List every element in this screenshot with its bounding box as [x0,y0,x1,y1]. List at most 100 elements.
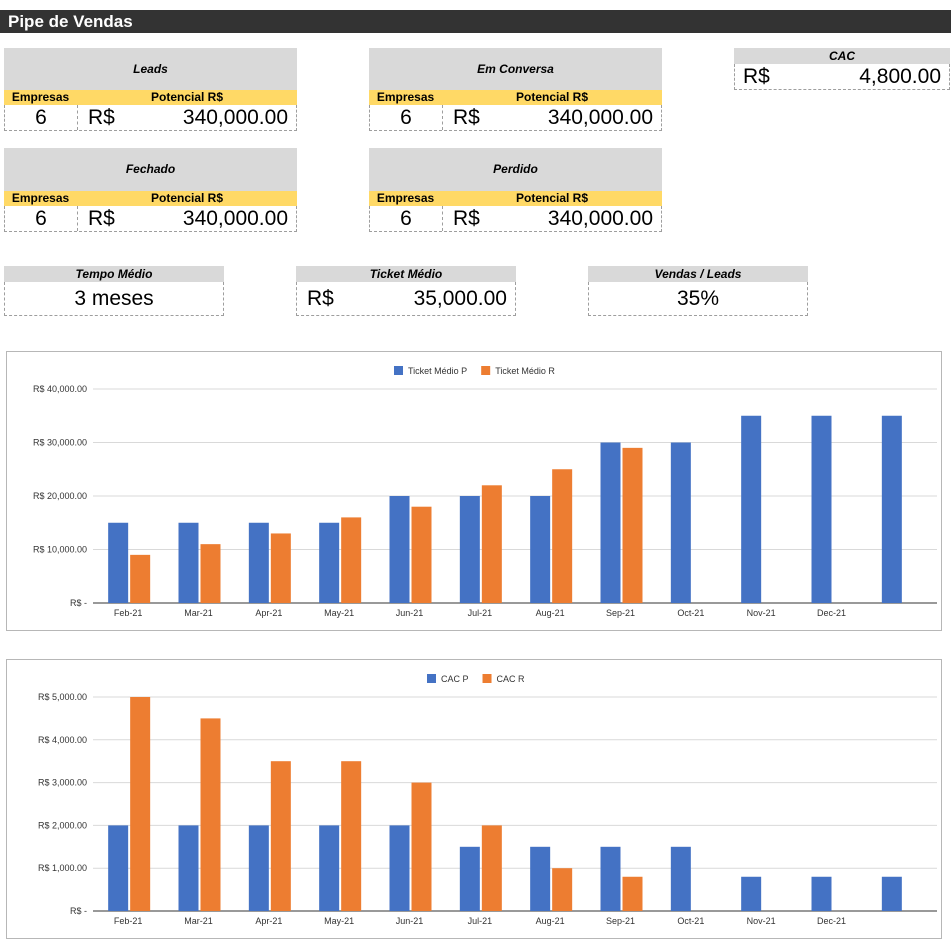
ticket-medio-title: Ticket Médio [296,266,516,282]
card-title: Fechado [4,148,297,191]
page-title: Pipe de Vendas [0,10,951,33]
ticket-medio-amount[interactable]: 35,000.00 [413,287,507,310]
currency-label: R$ [453,106,480,129]
x-tick-label: Nov-21 [747,608,776,618]
ticket-medio-card: Ticket Médio R$ 35,000.00 [296,266,516,316]
potencial-header: Potencial R$ [150,90,224,104]
empresas-header: Empresas [11,191,70,205]
y-tick-label: R$ 1,000.00 [38,863,87,873]
cac-chart-svg: R$ - R$ 1,000.00 R$ 2,000.00 R$ 3,000.00 R$ … [38,674,937,926]
potencial-amount[interactable]: 340,000.00 [182,207,288,230]
cac-title: CAC [734,48,950,64]
x-tick-label: Oct-21 [677,608,704,618]
empresas-header: Empresas [11,90,70,104]
bar-r [481,825,502,911]
bar-r [341,761,362,911]
bar-p [741,876,762,911]
bar-p [881,415,902,603]
vendas-leads-card: Vendas / Leads 35% [588,266,808,316]
x-tick-label: Jul-21 [468,916,493,926]
y-tick-label: R$ 3,000.00 [38,778,87,788]
cac-amount[interactable]: 4,800.00 [859,65,941,88]
fechado-card: Fechado Empresas Potencial R$ 6 R$ 340,0… [4,148,297,232]
em-conversa-card: Em Conversa Empresas Potencial R$ 6 R$ 3… [369,48,662,131]
legend-label: Ticket Médio P [408,366,467,376]
bar-p [530,496,551,603]
potencial-header: Potencial R$ [515,191,589,205]
bar-r [270,533,291,603]
y-tick-label: R$ - [70,906,87,916]
ticket-medio-chart[interactable]: R$ - R$ 10,000.00 R$ 20,000.00 R$ 30,000.00… [6,351,942,631]
bar-r [552,868,573,911]
x-tick-label: Nov-21 [747,916,776,926]
bar-p [389,496,410,603]
y-tick-label: R$ 2,000.00 [38,820,87,830]
x-tick-label: Jun-21 [396,608,424,618]
cac-chart[interactable]: R$ - R$ 1,000.00 R$ 2,000.00 R$ 3,000.00 R$ … [6,659,942,939]
bar-r [130,697,151,911]
bar-p [459,846,480,911]
bar-p [811,415,832,603]
bar-r [552,469,573,603]
x-tick-label: Feb-21 [114,916,143,926]
potencial-header: Potencial R$ [515,90,589,104]
legend-swatch [482,674,492,683]
bar-p [670,442,691,603]
empresas-count[interactable]: 6 [5,105,78,130]
y-tick-label: R$ 20,000.00 [33,491,87,501]
legend-label: CAC R [497,674,526,684]
bar-r [200,544,221,603]
x-tick-label: Mar-21 [184,608,213,618]
empresas-count[interactable]: 6 [370,206,443,231]
legend-swatch [427,674,436,683]
leads-card: Leads Empresas Potencial R$ 6 R$ 340,000… [4,48,297,131]
bar-p [881,876,902,911]
currency-label: R$ [88,207,115,230]
potencial-amount[interactable]: 340,000.00 [547,207,653,230]
ticket-medio-chart-svg: R$ - R$ 10,000.00 R$ 20,000.00 R$ 30,000.00… [33,366,937,618]
card-title: Perdido [369,148,662,191]
bar-p [248,522,269,603]
bar-p [389,825,410,911]
tempo-medio-value[interactable]: 3 meses [4,282,224,316]
x-tick-label: Jun-21 [396,916,424,926]
x-tick-label: Oct-21 [677,916,704,926]
bar-r [411,782,432,911]
x-tick-label: Sep-21 [606,608,635,618]
bar-r [270,761,291,911]
bar-p [459,496,480,603]
vendas-leads-title: Vendas / Leads [588,266,808,282]
x-tick-label: May-21 [324,608,354,618]
cac-card: CAC R$ 4,800.00 [734,48,950,90]
legend-swatch [481,366,491,375]
potencial-amount[interactable]: 340,000.00 [182,106,288,129]
currency-label: R$ [88,106,115,129]
empresas-header: Empresas [376,90,435,104]
legend-swatch [394,366,403,375]
x-tick-label: Aug-21 [536,916,565,926]
bar-r [130,554,151,603]
y-tick-label: R$ 10,000.00 [33,545,87,555]
x-tick-label: Mar-21 [184,916,213,926]
x-tick-label: Sep-21 [606,916,635,926]
y-tick-label: R$ 4,000.00 [38,735,87,745]
empresas-header: Empresas [376,191,435,205]
currency-label: R$ [453,207,480,230]
empresas-count[interactable]: 6 [5,206,78,231]
vendas-leads-value[interactable]: 35% [588,282,808,316]
bar-r [622,447,643,603]
x-tick-label: May-21 [324,916,354,926]
card-title: Em Conversa [369,48,662,90]
empresas-count[interactable]: 6 [370,105,443,130]
bar-p [319,522,340,603]
bar-p [178,825,199,911]
currency-label: R$ [307,287,334,310]
y-tick-label: R$ 40,000.00 [33,384,87,394]
bar-p [741,415,762,603]
potencial-amount[interactable]: 340,000.00 [547,106,653,129]
legend-label: CAC P [441,674,469,684]
card-title: Leads [4,48,297,90]
perdido-card: Perdido Empresas Potencial R$ 6 R$ 340,0… [369,148,662,232]
x-tick-label: Dec-21 [817,608,846,618]
bar-r [200,718,221,911]
